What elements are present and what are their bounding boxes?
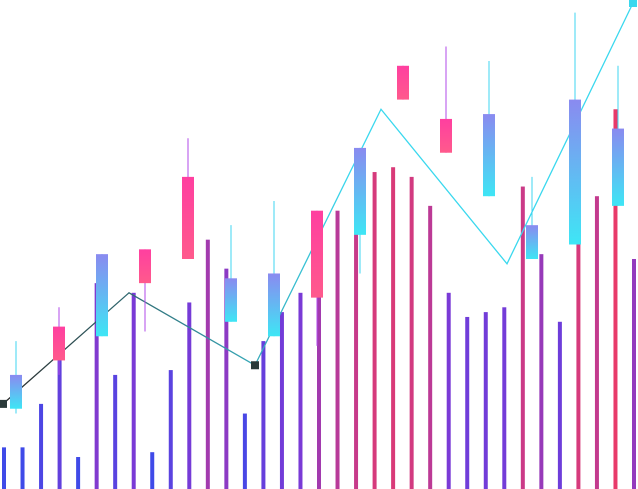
volume-bar [76, 457, 81, 489]
candle [397, 65, 409, 100]
volume-bars [2, 109, 636, 489]
volume-bar [150, 452, 155, 489]
candle [10, 341, 22, 414]
candle-body [311, 210, 323, 298]
volume-bar [20, 447, 25, 489]
volume-bar [279, 312, 284, 489]
candle-body [225, 278, 237, 322]
candle [526, 176, 538, 259]
volume-bar [632, 258, 636, 489]
candle-body [526, 225, 538, 259]
line-end-marker [629, 0, 637, 7]
line-marker [0, 399, 7, 408]
candle-body [268, 273, 280, 337]
volume-bar [317, 239, 321, 489]
volume-bar [205, 239, 210, 489]
volume-bar [261, 341, 266, 489]
candle [612, 65, 624, 206]
candle-body [182, 176, 194, 259]
volume-bar [2, 447, 6, 489]
candle-body [483, 114, 495, 197]
candle [569, 12, 581, 245]
candle-body [10, 374, 22, 409]
volume-bar [224, 268, 229, 489]
candle-body [397, 65, 409, 100]
candle-body [139, 249, 151, 284]
volume-bar [594, 196, 599, 489]
volume-bar [391, 167, 396, 489]
volume-bar [354, 191, 359, 489]
candle [268, 201, 280, 337]
volume-bar [428, 205, 433, 489]
volume-bar [39, 403, 44, 489]
candle [225, 225, 237, 322]
line-marker [251, 361, 259, 370]
candle-body [96, 254, 108, 337]
candle [139, 249, 151, 332]
candle-body [612, 128, 624, 206]
volume-bar [131, 292, 136, 489]
volume-bar [409, 176, 414, 489]
volume-bar [298, 292, 303, 489]
volume-bar [446, 292, 451, 489]
volume-bar [372, 172, 377, 489]
volume-bar [483, 312, 488, 489]
volume-bar [335, 210, 340, 489]
candle [96, 254, 108, 337]
candle [53, 307, 65, 375]
candle-body [440, 118, 452, 153]
volume-bar [502, 307, 507, 489]
volume-bar [520, 186, 525, 489]
candle [354, 147, 366, 274]
volume-bar [113, 374, 118, 489]
volume-bar [57, 350, 62, 489]
candle-body [53, 326, 65, 361]
volume-bar [613, 109, 618, 489]
volume-bar [576, 172, 581, 489]
volume-bar [187, 302, 192, 489]
volume-bar [539, 254, 544, 489]
candle [182, 138, 194, 259]
candle [440, 46, 452, 153]
candle [311, 210, 323, 346]
volume-bar [557, 321, 562, 489]
volume-bar [168, 370, 173, 489]
candle-body [354, 147, 366, 235]
candlestick-series [10, 12, 624, 414]
volume-bar [465, 316, 470, 489]
candle [483, 60, 495, 197]
volume-bar [242, 413, 247, 489]
volume-bar [94, 283, 99, 489]
candle-body [569, 99, 581, 245]
